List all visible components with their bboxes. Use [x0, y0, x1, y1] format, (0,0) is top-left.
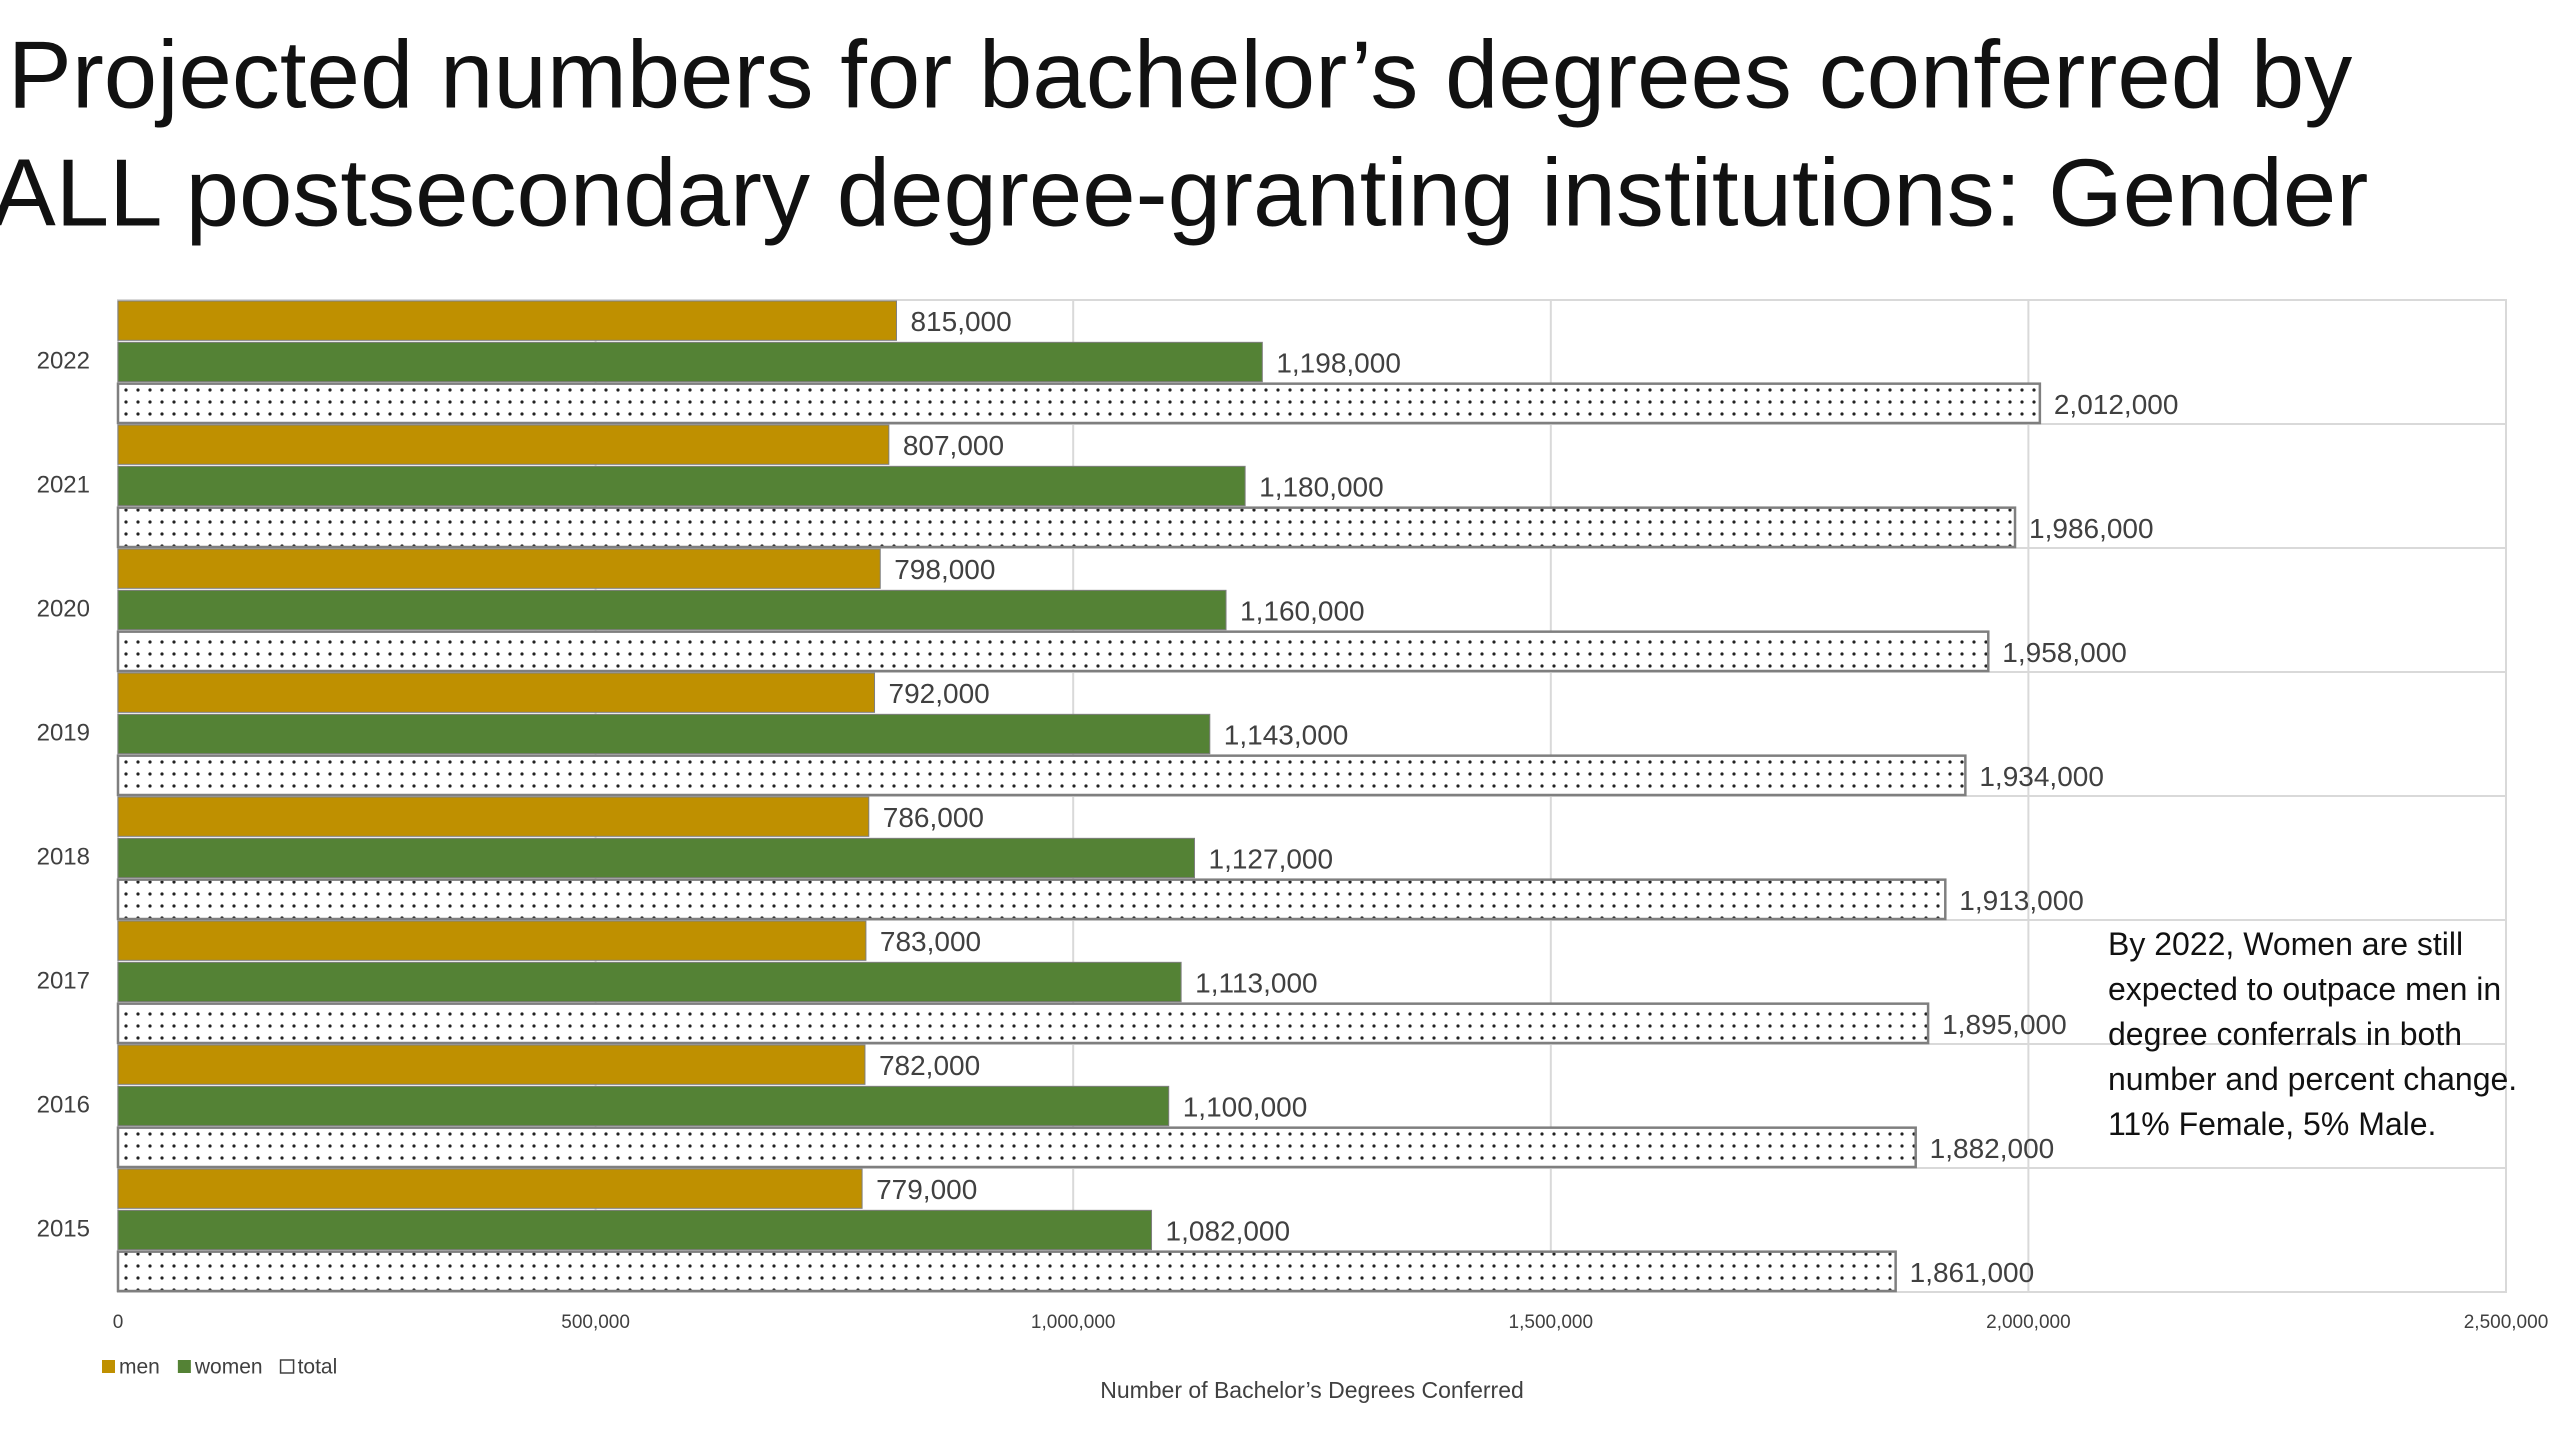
legend-label: men: [119, 1356, 160, 1379]
bar: [117, 548, 881, 589]
bar: [116, 1250, 1897, 1293]
value-label: 798,000: [894, 554, 995, 585]
legend-swatch: [279, 1359, 295, 1374]
value-label: 783,000: [880, 926, 981, 957]
value-label: 807,000: [903, 430, 1004, 461]
value-label: 1,861,000: [1910, 1257, 2035, 1288]
legend-label: women: [194, 1356, 263, 1379]
value-label: 1,934,000: [1979, 761, 2104, 792]
bar: [116, 1002, 1930, 1045]
x-tick-label: 0: [113, 1312, 124, 1333]
x-tick-label: 1,000,000: [1031, 1312, 1116, 1333]
x-tick-label: 2,500,000: [2464, 1312, 2549, 1333]
bar: [117, 672, 876, 713]
value-label: 1,143,000: [1224, 719, 1349, 750]
bar: [116, 506, 2017, 549]
bar: [116, 754, 1967, 797]
annotation: By 2022, Women are still expected to out…: [2108, 926, 2518, 1142]
bar: [117, 1044, 866, 1085]
y-tick-label: 2022: [37, 347, 90, 374]
value-label: 1,113,000: [1195, 967, 1318, 998]
bar: [117, 961, 1182, 1003]
value-label: 1,913,000: [1959, 885, 2084, 916]
value-label: 2,012,000: [2054, 389, 2179, 420]
x-tick-label: 1,500,000: [1509, 1312, 1594, 1333]
y-tick-label: 2018: [37, 843, 90, 870]
legend-swatch: [177, 1360, 191, 1373]
value-label: 786,000: [883, 802, 984, 833]
chart-title: ALL postsecondary degree-granting instit…: [0, 139, 2368, 246]
value-label: 1,180,000: [1259, 471, 1384, 502]
bar: [117, 1085, 1170, 1127]
chart-title: Projected numbers for bachelor’s degrees…: [8, 21, 2352, 128]
bar: [116, 382, 2042, 425]
y-tick-label: 2016: [37, 1091, 90, 1118]
x-tick-label: 500,000: [561, 1312, 630, 1333]
y-tick-label: 2021: [37, 471, 90, 498]
y-tick-label: 2015: [37, 1215, 90, 1242]
bar: [116, 1126, 1917, 1169]
legend-swatch: [102, 1360, 115, 1373]
value-label: 1,986,000: [2029, 513, 2154, 544]
value-label: 1,882,000: [1930, 1133, 2055, 1164]
value-label: 1,127,000: [1209, 843, 1334, 874]
bar: [117, 920, 867, 961]
bar: [117, 1209, 1153, 1251]
value-label: 1,160,000: [1240, 595, 1365, 626]
value-label: 1,082,000: [1166, 1215, 1291, 1246]
bar: [117, 837, 1196, 879]
bar: [117, 1168, 863, 1209]
y-tick-label: 2020: [37, 595, 90, 622]
legend-label: total: [298, 1356, 338, 1379]
bar: [116, 878, 1947, 921]
bar: [117, 424, 890, 465]
bar: [117, 713, 1211, 755]
bar: [116, 630, 1990, 673]
value-label: 1,198,000: [1276, 347, 1401, 378]
bar: [117, 341, 1263, 383]
x-axis-title: Number of Bachelor’s Degrees Conferred: [1100, 1377, 1524, 1403]
bar: [117, 465, 1246, 507]
value-label: 1,895,000: [1942, 1009, 2067, 1040]
value-label: 782,000: [879, 1050, 980, 1081]
bar: [117, 796, 870, 837]
bar: [117, 300, 897, 341]
value-label: 815,000: [910, 306, 1011, 337]
value-label: 1,100,000: [1183, 1091, 1308, 1122]
value-label: 792,000: [889, 678, 990, 709]
value-label: 1,958,000: [2002, 637, 2127, 668]
x-tick-label: 2,000,000: [1986, 1312, 2071, 1333]
bar: [117, 589, 1227, 631]
value-label: 779,000: [876, 1174, 977, 1205]
y-tick-label: 2019: [37, 719, 90, 746]
y-tick-label: 2017: [37, 967, 90, 994]
